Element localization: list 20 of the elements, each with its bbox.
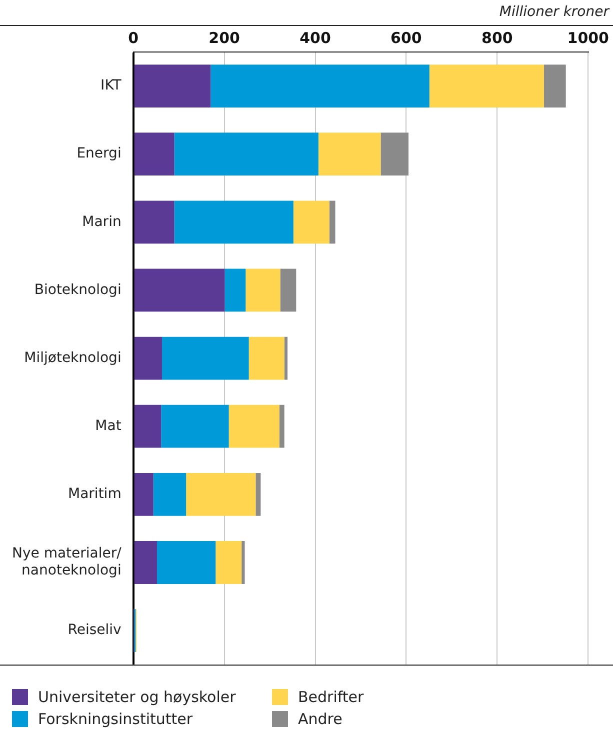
y-tick-label: IKT (100, 78, 122, 94)
legend-label: Forskningsinstitutter (38, 710, 193, 728)
y-tick-label: Energi (76, 146, 122, 162)
x-tick-label: 0 (128, 28, 139, 47)
x-tick-label: 600 (390, 28, 422, 47)
y-tick-label: Reiseliv (68, 622, 122, 638)
y-tick-label: Miljøteknologi (24, 350, 122, 366)
y-tick-label: Mat (95, 418, 122, 434)
y-tick-label: Marin (82, 214, 122, 230)
y-tick-label: Nye materialer/ nanoteknologi (12, 546, 122, 579)
x-tick-label: 200 (208, 28, 240, 47)
legend-label: Andre (298, 710, 342, 728)
y-tick-label: Maritim (68, 486, 122, 502)
x-tick-label: 400 (300, 28, 331, 47)
x-tick-label: 1000 (567, 28, 609, 47)
y-tick-label: Bioteknologi (34, 282, 122, 298)
x-tick-label: 800 (482, 28, 513, 47)
legend-label: Universiteter og høyskoler (38, 688, 236, 706)
legend-label: Bedrifter (298, 688, 364, 706)
x-axis-title: Millioner kroner (499, 4, 609, 20)
